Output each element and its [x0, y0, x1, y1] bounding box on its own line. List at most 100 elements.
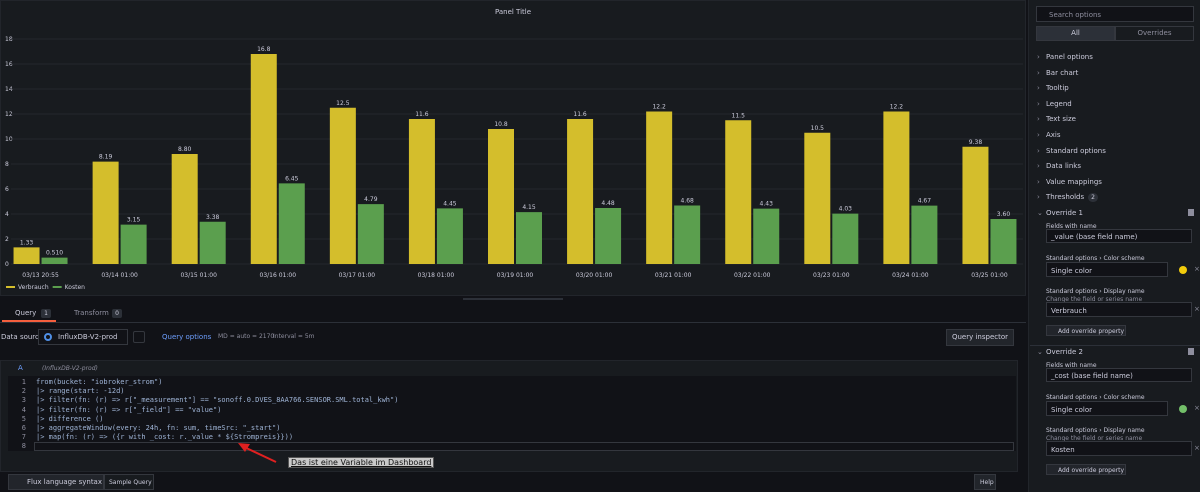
property-hint: Change the field or series name [1046, 296, 1143, 303]
section-header[interactable]: Thresholds [1046, 193, 1085, 202]
property-remove[interactable]: × [1194, 265, 1200, 273]
datasource-picker[interactable]: InfluxDB-V2-prod [38, 329, 128, 345]
bar [171, 154, 198, 264]
code-line[interactable]: |> aggregateWindow(every: 24h, fn: sum, … [36, 424, 281, 432]
bar [357, 204, 384, 264]
bar [832, 213, 859, 264]
tab-count: 1 [41, 309, 51, 318]
arrow-line [241, 445, 277, 463]
section-chevron: › [1037, 99, 1040, 108]
search-box[interactable]: Search options [1036, 6, 1194, 22]
options-tab[interactable]: Overrides [1115, 26, 1194, 41]
override-title[interactable]: Override 2 [1046, 348, 1083, 356]
panel: Panel Title 0 2 4 6 8 10 12 14 16 18 03/13 20:55 1.3… [0, 0, 1026, 296]
value-label: 11.5 [732, 112, 746, 119]
tab-label[interactable]: Transform [74, 309, 109, 317]
override-chevron: ⌄ [1037, 348, 1043, 356]
value-label: 4.43 [760, 201, 774, 208]
options-tab[interactable]: All [1036, 26, 1115, 41]
line-number: 5 [21, 414, 26, 423]
section-header[interactable]: Tooltip [1046, 84, 1069, 93]
bar [753, 208, 780, 264]
add-property[interactable]: Add override property [1046, 325, 1126, 336]
arrow-head [238, 443, 250, 452]
property-value[interactable]: Verbrauch [1046, 302, 1192, 317]
query-options-icon[interactable] [133, 331, 145, 343]
section-header[interactable]: Text size [1046, 115, 1076, 124]
matcher-select[interactable]: _value (base field name) [1046, 229, 1192, 243]
section-chevron: › [1037, 84, 1040, 93]
query-source: (InfluxDB-V2-prod) [42, 365, 98, 372]
y-tick-label: 10 [5, 136, 13, 143]
property-hint: Change the field or series name [1046, 435, 1143, 442]
x-tick-label: 03/17 01:00 [339, 272, 376, 279]
code-line[interactable]: |> filter(fn: (r) => r["_field"] == "val… [36, 405, 222, 414]
section-chevron: › [1037, 177, 1040, 186]
query-ref[interactable]: A [18, 364, 23, 372]
tab-label[interactable]: Query [15, 309, 37, 317]
matcher-label: Fields with name [1046, 362, 1097, 369]
y-tick-label: 6 [5, 186, 9, 193]
override-divider [1030, 345, 1200, 346]
value-label: 6.45 [285, 175, 299, 182]
help-button[interactable]: Help [974, 474, 996, 490]
delete-icon[interactable] [1188, 209, 1194, 216]
code-line[interactable]: |> difference () [36, 414, 104, 423]
matcher-label: Fields with name [1046, 223, 1097, 230]
property-label: Standard options › Color scheme [1046, 394, 1145, 401]
line-number: 4 [21, 405, 26, 414]
override-title[interactable]: Override 1 [1046, 209, 1083, 217]
bar [911, 205, 938, 264]
section-header[interactable]: Bar chart [1046, 68, 1079, 77]
x-tick-label: 03/20 01:00 [576, 272, 613, 279]
add-property[interactable]: Add override property [1046, 464, 1126, 475]
property-value[interactable]: Single color [1046, 262, 1168, 277]
value-label: 8.80 [178, 146, 192, 153]
bar [725, 120, 752, 264]
property-value[interactable]: Kosten [1046, 441, 1192, 456]
x-tick-label: 03/23 01:00 [813, 272, 850, 279]
code-line[interactable]: |> filter(fn: (r) => r["_measurement"] =… [36, 396, 399, 405]
bar [199, 221, 226, 264]
section-header[interactable]: Legend [1046, 99, 1072, 108]
code-line[interactable]: from(bucket: "iobroker_strom") [36, 378, 163, 386]
y-tick-label: 14 [5, 86, 13, 93]
code-line[interactable]: |> map(fn: (r) => ({r with _cost: r._val… [36, 433, 294, 442]
value-label: 11.6 [573, 111, 587, 118]
tab-count: 0 [112, 309, 122, 318]
matcher-select[interactable]: _cost (base field name) [1046, 368, 1192, 382]
section-chevron: › [1037, 162, 1040, 171]
annotation: Das ist eine Variable im Dashboard [288, 457, 435, 468]
property-remove[interactable]: × [1194, 305, 1200, 313]
bar [567, 119, 594, 264]
section-header[interactable]: Standard options [1046, 146, 1106, 155]
section-header[interactable]: Value mappings [1046, 177, 1102, 186]
value-label: 3.15 [127, 217, 141, 224]
property-remove[interactable]: × [1194, 444, 1200, 452]
value-label: 4.15 [522, 204, 536, 211]
property-value[interactable]: Single color [1046, 401, 1168, 416]
query-inspector[interactable]: Query inspector [946, 329, 1014, 346]
property-remove[interactable]: × [1194, 404, 1200, 412]
query-md: MD = auto = 2170 [218, 333, 275, 340]
section-header[interactable]: Panel options [1046, 53, 1093, 61]
tab-divider [0, 322, 1026, 323]
sample-button[interactable]: Sample Query [104, 474, 154, 490]
bar [436, 208, 463, 264]
line-number: 8 [21, 442, 26, 451]
section-chevron: › [1037, 53, 1040, 61]
color-swatch[interactable] [1179, 405, 1187, 413]
legend-label: Kosten [65, 284, 85, 291]
value-label: 3.60 [997, 211, 1011, 218]
section-header[interactable]: Data links [1046, 162, 1081, 171]
code-line[interactable]: |> range(start: -12d) [36, 387, 125, 396]
section-header[interactable]: Axis [1046, 131, 1061, 139]
delete-icon[interactable] [1188, 348, 1194, 355]
property-label: Standard options › Color scheme [1046, 255, 1145, 262]
color-swatch[interactable] [1179, 266, 1187, 274]
bar [595, 208, 622, 264]
y-tick-label: 12 [5, 111, 13, 118]
x-tick-label: 03/21 01:00 [655, 272, 692, 279]
query-options[interactable]: Query options [162, 333, 212, 341]
syntax-button[interactable]: Flux language syntax [8, 474, 104, 490]
